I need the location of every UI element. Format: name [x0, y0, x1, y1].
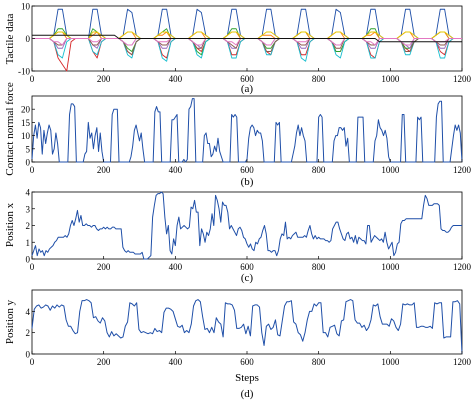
panel-c-x-tick-label: 1200: [453, 262, 472, 272]
panel-c-label: (c): [241, 272, 254, 284]
panel-c: 0 1 2 3 4 0 200 400 600 800 1000 1200 Position x (…: [4, 188, 472, 285]
panel-b-x-tick-label: 400: [169, 165, 183, 175]
panel-b-x-tick-label: 1200: [453, 165, 472, 175]
panel-a-x-tick-label: 1200: [453, 74, 472, 84]
panel-a-y-ticks: -10 0 10: [18, 2, 35, 77]
panel-a-y-tick-label: 0: [26, 34, 31, 44]
panel-a-ylabel: Tactile data: [4, 13, 16, 64]
panel-c-lines: [31, 191, 462, 260]
panel-d-label: (d): [241, 388, 254, 400]
panel-d-x-tick-label: 1200: [453, 357, 472, 367]
panel-d-x-tick-label: 200: [97, 357, 111, 367]
panel-a-series-5-line: [32, 38, 462, 49]
panel-b-lines: [31, 98, 463, 163]
panel-b-series-1-line: [31, 98, 463, 163]
panel-b-x-tick-label: 800: [312, 165, 326, 175]
panel-c-frame: [31, 191, 463, 260]
panel-a-x-tick-label: 400: [169, 74, 183, 84]
panel-d-frame: [31, 289, 463, 355]
panel-c-x-tick-label: 0: [30, 262, 35, 272]
panel-a-x-tick-label: 1000: [381, 74, 400, 84]
panel-a-y-tick-label: 10: [21, 2, 31, 12]
panel-a-x-tick-label: 800: [312, 74, 326, 84]
panel-c-x-tick-label: 1000: [381, 262, 400, 272]
panel-a-x-ticks: 0 200 400 600 800 1000 1200: [30, 68, 472, 84]
panel-c-series-1-line: [31, 191, 462, 260]
panel-b-y-ticks: 0 5 10 15 20: [21, 105, 35, 168]
panel-d-xlabel: Steps: [235, 372, 259, 384]
panel-d-x-tick-label: 800: [312, 357, 326, 367]
panel-d-y-tick-label: 0: [26, 350, 31, 360]
panel-d-x-tick-label: 400: [169, 357, 183, 367]
panel-a-label: (a): [241, 83, 254, 95]
panel-b-y-tick-label: 0: [26, 158, 31, 168]
panel-d-x-tick-label: 1000: [381, 357, 400, 367]
panel-b-x-tick-label: 1000: [381, 165, 400, 175]
panel-b-x-tick-label: 600: [240, 165, 254, 175]
panel-d-y-ticks: 0 2 4: [26, 307, 35, 360]
panel-d: 0 2 4 0 200 400 600 800 1000 1200 Position y Ste…: [4, 289, 472, 400]
panel-b-y-tick-label: 15: [21, 118, 31, 128]
panel-c-x-tick-label: 200: [97, 262, 111, 272]
panel-b-y-tick-label: 20: [21, 105, 31, 115]
panel-d-ylabel: Position y: [4, 299, 16, 344]
panel-b-label: (b): [241, 176, 254, 188]
panel-a-series-1-line: [32, 8, 462, 39]
panel-b-y-tick-label: 5: [26, 144, 31, 154]
panel-c-y-tick-label: 1: [26, 238, 31, 248]
panel-a-x-tick-label: 200: [97, 74, 111, 84]
panel-c-y-tick-label: 4: [26, 188, 31, 198]
panel-c-y-tick-label: 0: [26, 255, 31, 265]
panel-c-x-tick-label: 800: [312, 262, 326, 272]
panel-c-y-ticks: 0 1 2 3 4: [26, 188, 35, 265]
panel-b-x-ticks: 0 200 400 600 800 1000 1200: [30, 159, 472, 175]
panel-a-y-tick-label: -10: [18, 67, 30, 77]
panel-a-x-tick-label: 600: [240, 74, 254, 84]
panel-b-x-tick-label: 0: [30, 165, 35, 175]
panel-d-series-1-line: [31, 299, 463, 355]
panel-d-x-tick-label: 0: [30, 357, 35, 367]
panel-d-x-tick-label: 600: [240, 357, 254, 367]
panel-d-y-tick-label: 4: [26, 307, 31, 317]
panel-b-x-tick-label: 200: [97, 165, 111, 175]
panel-a-series-10-line: [32, 34, 462, 43]
panel-c-x-tick-label: 600: [240, 262, 254, 272]
panel-a-series-8-line: [32, 38, 462, 56]
panel-d-x-ticks: 0 200 400 600 800 1000 1200: [30, 351, 472, 367]
panel-c-x-ticks: 0 200 400 600 800 1000 1200: [30, 256, 472, 272]
panel-d-y-tick-label: 2: [26, 328, 31, 338]
panel-b-ylabel: Contact normal force: [4, 82, 16, 176]
panel-d-lines: [31, 299, 463, 355]
panel-a-lines: [32, 8, 462, 72]
panel-b-y-tick-label: 10: [21, 131, 31, 141]
panel-c-ylabel: Position x: [4, 202, 16, 247]
panel-b: 0 5 10 15 20 0 200 400 600 800 1000 1200 Contact n…: [4, 82, 472, 188]
panel-c-x-tick-label: 400: [169, 262, 183, 272]
panel-c-y-tick-label: 2: [26, 221, 31, 231]
panel-a-x-tick-label: 0: [30, 74, 35, 84]
panel-c-y-tick-label: 3: [26, 204, 31, 214]
